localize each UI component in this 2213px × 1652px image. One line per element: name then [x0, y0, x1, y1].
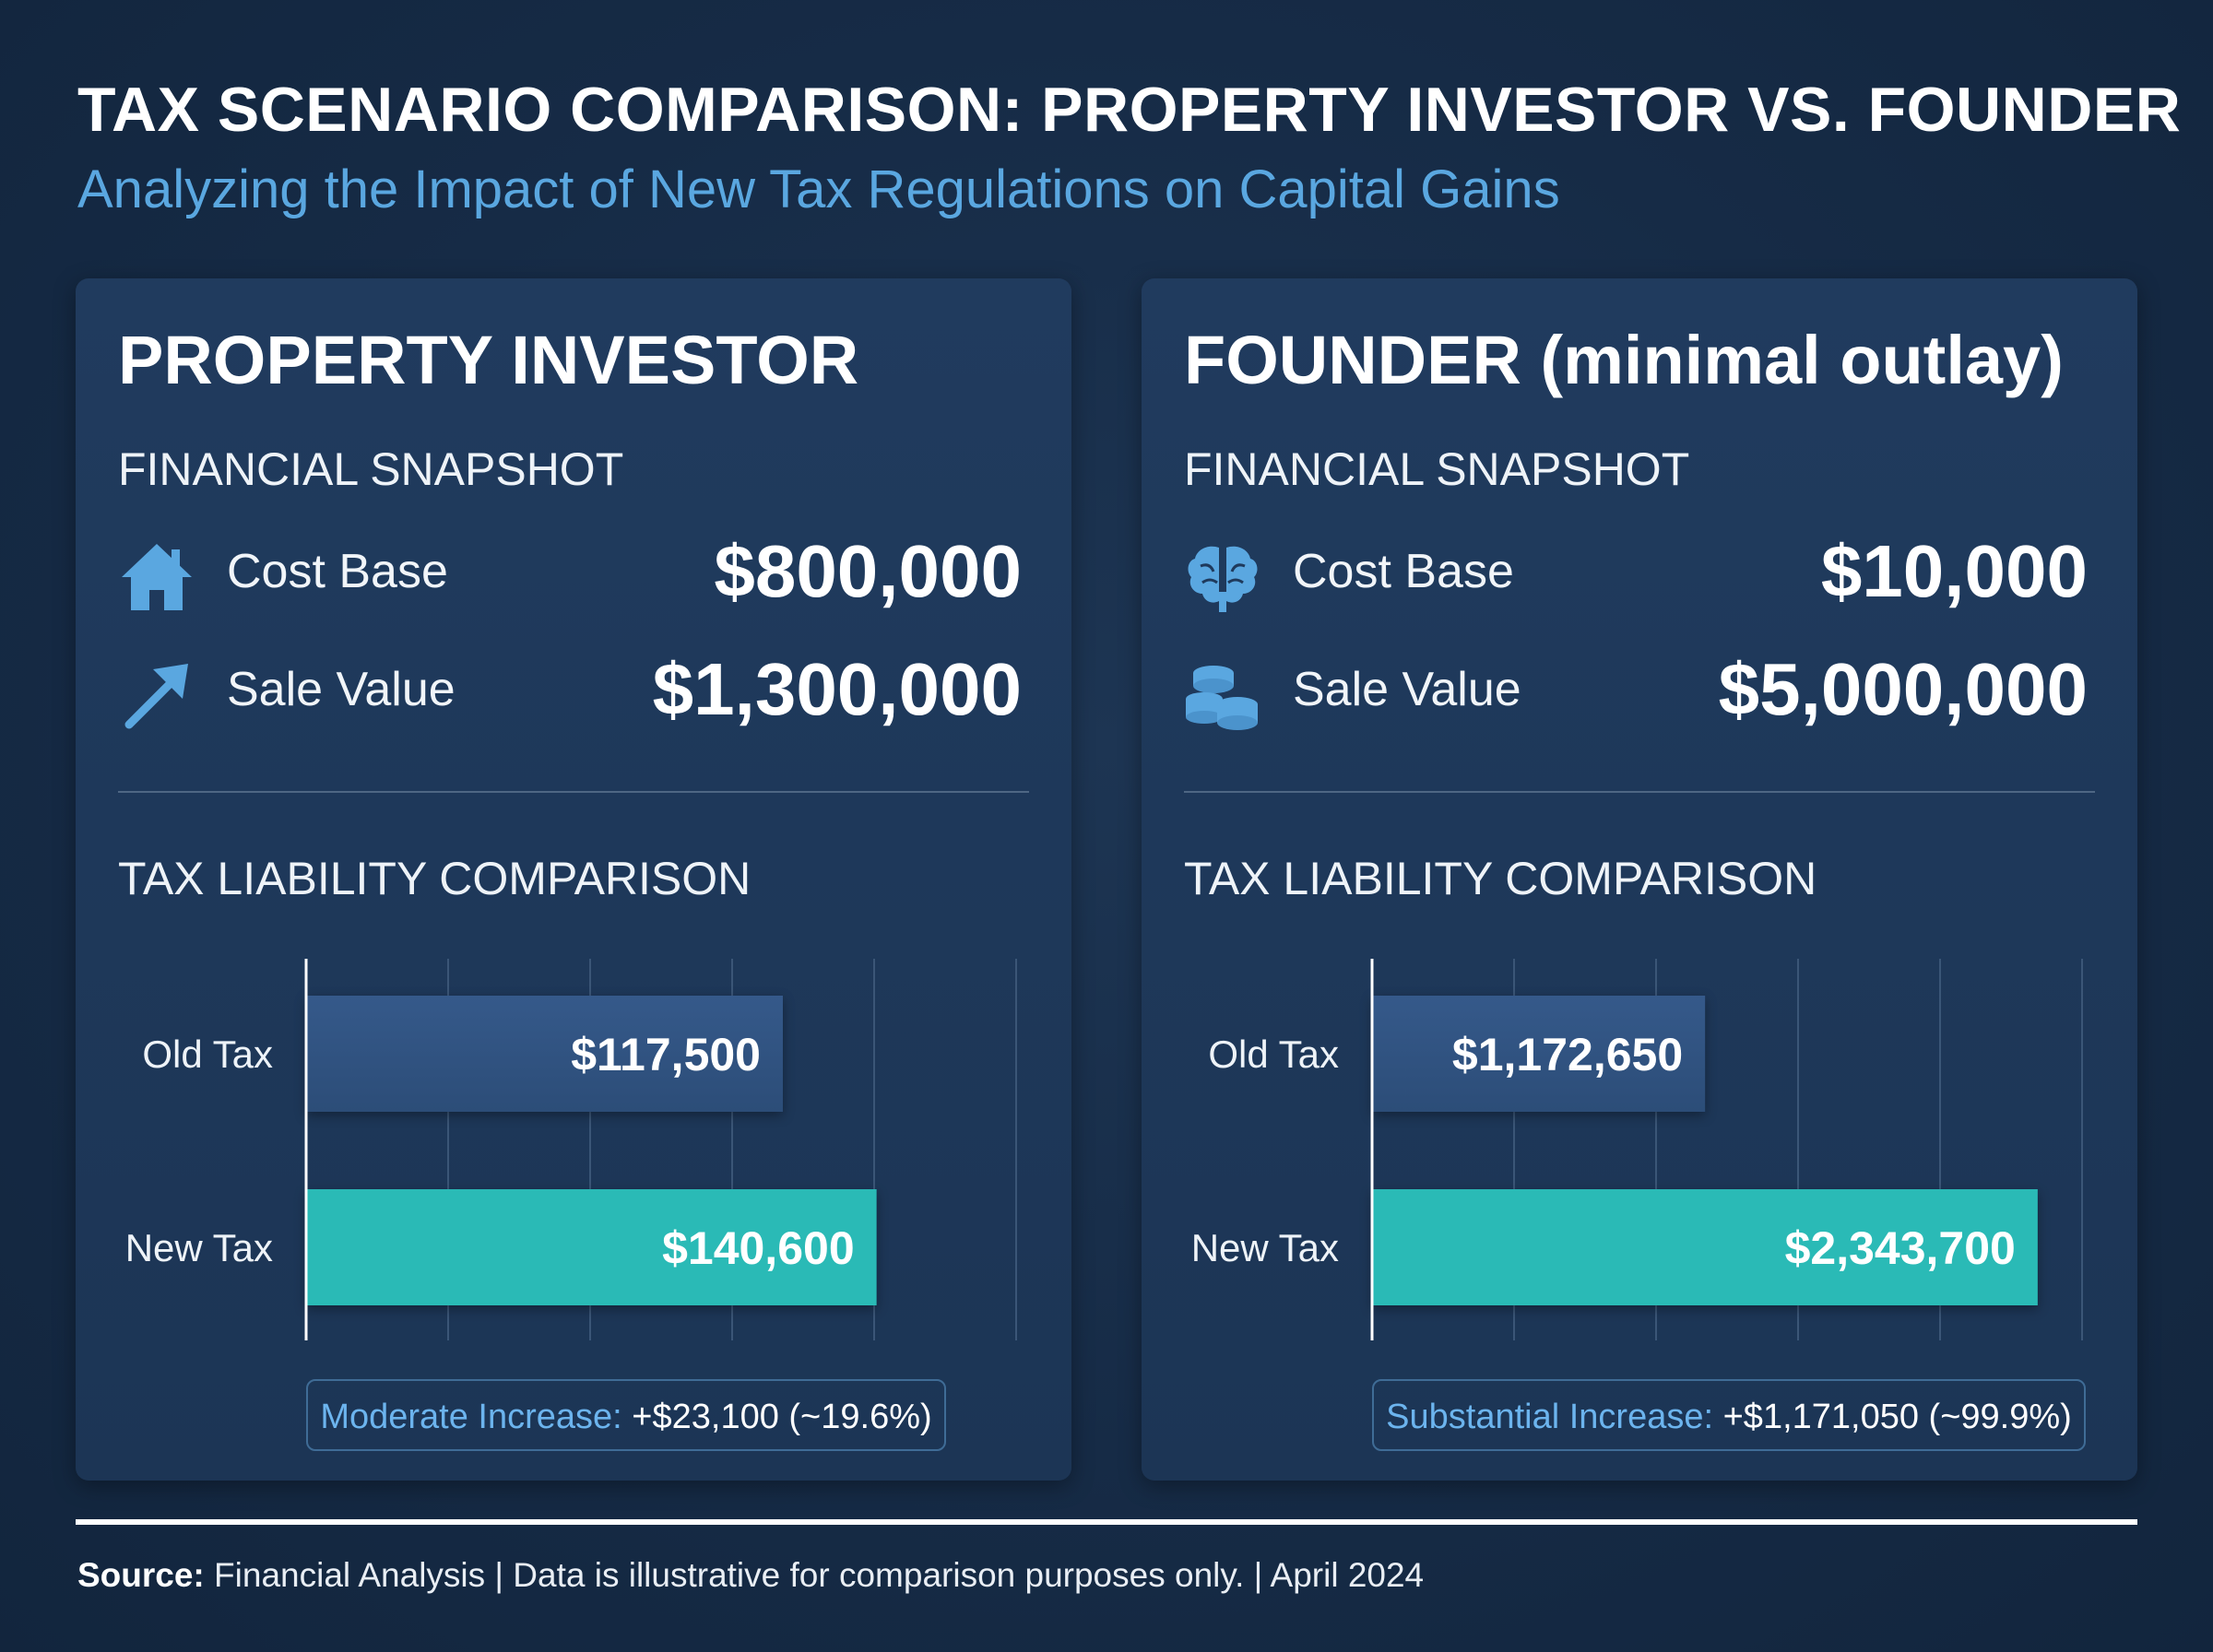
- cost-base-value: $800,000: [714, 530, 1022, 612]
- house-icon: [122, 544, 192, 610]
- coins-icon: [1186, 666, 1258, 730]
- arrow-up-right-icon: [124, 664, 188, 729]
- property-investor-panel: PROPERTY INVESTOR FINANCIAL SNAPSHOT Cos…: [76, 278, 1071, 1481]
- sale-value-label: Sale Value: [227, 663, 456, 716]
- category-label: New Tax: [125, 1226, 273, 1269]
- page-subtitle: Analyzing the Impact of New Tax Regulati…: [77, 159, 1560, 219]
- increase-note: Substantial Increase: +$1,171,050 (~99.9…: [1372, 1379, 2086, 1451]
- tax-liability-label: TAX LIABILITY COMPARISON: [1184, 853, 1817, 904]
- footer-rule: [76, 1519, 2137, 1525]
- panel-title: FOUNDER (minimal outlay): [1184, 322, 2064, 398]
- source-text: Financial Analysis | Data is illustrativ…: [204, 1556, 1425, 1594]
- section-divider: [118, 791, 1029, 793]
- brain-icon: [1188, 546, 1258, 612]
- bar-value-label: $117,500: [571, 1029, 761, 1080]
- new-tax-bar: [1372, 1189, 2038, 1305]
- increase-note-head: Moderate Increase:: [320, 1398, 622, 1436]
- increase-note-text: +$23,100 (~19.6%): [621, 1398, 932, 1436]
- tax-bar-chart: Old Tax $117,500 New Tax $140,600: [125, 959, 1017, 1340]
- founder-panel: FOUNDER (minimal outlay) FINANCIAL SNAPS…: [1142, 278, 2137, 1481]
- sale-value-label: Sale Value: [1293, 663, 1521, 716]
- section-divider: [1184, 791, 2095, 793]
- tax-liability-label: TAX LIABILITY COMPARISON: [118, 853, 751, 904]
- category-label: Old Tax: [1208, 1032, 1339, 1076]
- cost-base-label: Cost Base: [227, 545, 448, 598]
- cost-base-label: Cost Base: [1293, 545, 1514, 598]
- cost-base-value: $10,000: [1820, 530, 2088, 612]
- increase-note: Moderate Increase: +$23,100 (~19.6%): [306, 1379, 946, 1451]
- tax-bar-chart: Old Tax $1,172,650 New Tax $2,343,700: [1191, 959, 2083, 1340]
- old-tax-bar: [306, 996, 783, 1112]
- financial-snapshot-label: FINANCIAL SNAPSHOT: [1184, 443, 1690, 495]
- source-footer: Source: Financial Analysis | Data is ill…: [77, 1556, 1424, 1595]
- panel-title: PROPERTY INVESTOR: [118, 322, 859, 398]
- source-label: Source:: [77, 1556, 205, 1594]
- old-tax-bar: [1372, 996, 1706, 1112]
- new-tax-bar: [306, 1189, 877, 1305]
- increase-note-text: +$1,171,050 (~99.9%): [1713, 1398, 2072, 1436]
- bar-value-label: $1,172,650: [1452, 1029, 1683, 1080]
- bar-value-label: $140,600: [662, 1222, 855, 1274]
- sale-value-value: $1,300,000: [652, 648, 1022, 730]
- bar-value-label: $2,343,700: [1785, 1222, 2016, 1274]
- sale-value-value: $5,000,000: [1718, 648, 2088, 730]
- financial-snapshot-label: FINANCIAL SNAPSHOT: [118, 443, 624, 495]
- category-label: Old Tax: [142, 1032, 273, 1076]
- category-label: New Tax: [1191, 1226, 1339, 1269]
- increase-note-head: Substantial Increase:: [1386, 1398, 1714, 1436]
- page-title: TAX SCENARIO COMPARISON: PROPERTY INVEST…: [77, 75, 2182, 145]
